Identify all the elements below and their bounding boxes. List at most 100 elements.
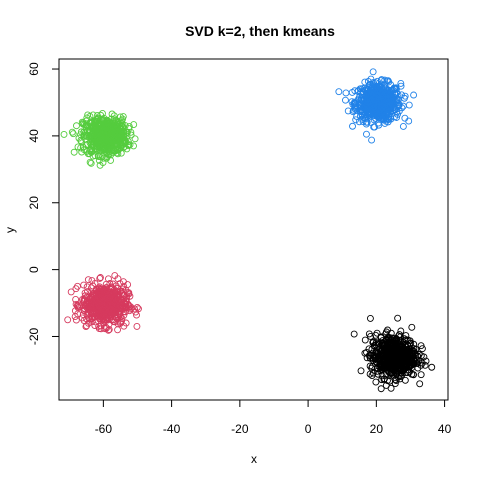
data-point	[80, 317, 88, 324]
data-point	[133, 311, 140, 319]
data-point	[342, 89, 350, 97]
data-point	[87, 159, 95, 167]
data-point	[100, 138, 108, 146]
data-point	[70, 148, 78, 156]
data-point	[380, 106, 388, 113]
data-point	[408, 370, 416, 378]
data-point	[399, 122, 407, 130]
data-point	[95, 325, 103, 333]
data-point	[349, 122, 356, 130]
data-point	[374, 341, 382, 348]
x-tick-label: 0	[305, 422, 312, 436]
data-point	[377, 385, 385, 393]
data-point	[393, 335, 401, 343]
y-tick-label: 0	[27, 266, 41, 273]
data-point	[99, 109, 106, 117]
data-point	[389, 86, 397, 94]
data-point	[416, 380, 424, 388]
data-point	[117, 298, 125, 306]
data-point	[368, 372, 376, 379]
data-point	[387, 384, 395, 392]
data-point	[130, 121, 138, 129]
data-point	[417, 352, 425, 360]
data-point	[89, 111, 97, 119]
data-point	[380, 375, 388, 383]
data-point	[95, 124, 102, 132]
data-point	[359, 118, 367, 126]
data-point	[389, 95, 397, 103]
data-point	[373, 367, 381, 375]
data-point	[89, 290, 97, 298]
data-point	[422, 357, 430, 365]
data-point	[392, 377, 400, 385]
data-point	[406, 361, 414, 369]
data-point	[373, 329, 381, 337]
data-point	[401, 114, 409, 122]
data-point	[98, 290, 106, 298]
data-point	[89, 152, 97, 160]
data-point	[69, 130, 77, 138]
data-point	[96, 283, 104, 291]
data-point	[342, 96, 349, 104]
data-point	[363, 130, 370, 138]
data-point	[71, 313, 79, 320]
data-point	[406, 337, 414, 345]
data-point	[99, 134, 107, 142]
data-point	[381, 76, 389, 84]
data-point	[103, 324, 110, 332]
data-point	[390, 366, 398, 374]
data-point	[112, 303, 120, 311]
data-point	[397, 80, 405, 87]
data-point	[378, 76, 386, 84]
data-point	[402, 332, 410, 340]
data-point	[380, 116, 388, 124]
data-point	[67, 288, 75, 296]
x-tick-label: -40	[163, 422, 181, 436]
data-point	[359, 96, 367, 104]
data-point	[109, 294, 117, 302]
points-layer	[60, 68, 436, 393]
data-point	[117, 287, 125, 295]
data-point	[97, 144, 105, 152]
data-point	[81, 305, 89, 312]
data-point	[105, 151, 113, 159]
data-point	[394, 314, 402, 322]
data-point	[113, 123, 121, 131]
data-point	[400, 356, 408, 363]
data-point	[383, 364, 391, 372]
data-point	[103, 119, 111, 127]
data-point	[386, 102, 394, 110]
x-tick-label: 20	[370, 422, 384, 436]
data-point	[96, 161, 104, 169]
series-4-points	[350, 314, 436, 393]
data-point	[369, 90, 377, 98]
data-point	[375, 94, 383, 102]
data-point	[87, 148, 95, 156]
data-point	[64, 316, 72, 324]
data-point	[106, 280, 114, 287]
data-point	[395, 107, 403, 115]
data-point	[119, 113, 127, 121]
data-point	[116, 280, 124, 288]
data-point	[135, 305, 142, 313]
data-point	[380, 350, 388, 358]
series-3-points	[64, 272, 142, 334]
data-point	[82, 121, 90, 129]
data-point	[344, 107, 352, 115]
data-point	[114, 326, 122, 334]
data-point	[97, 274, 104, 281]
data-point	[131, 135, 139, 143]
data-point	[73, 122, 80, 130]
data-point	[107, 135, 115, 143]
data-point	[87, 124, 95, 132]
data-point	[109, 123, 117, 131]
data-point	[381, 119, 389, 127]
data-point	[91, 280, 99, 287]
data-point	[397, 327, 405, 335]
data-point	[78, 295, 86, 303]
y-tick-label: 20	[27, 196, 41, 210]
data-point	[83, 114, 91, 122]
x-axis: -60 -40 -20 0 20 40	[95, 399, 452, 436]
data-point	[125, 303, 133, 311]
